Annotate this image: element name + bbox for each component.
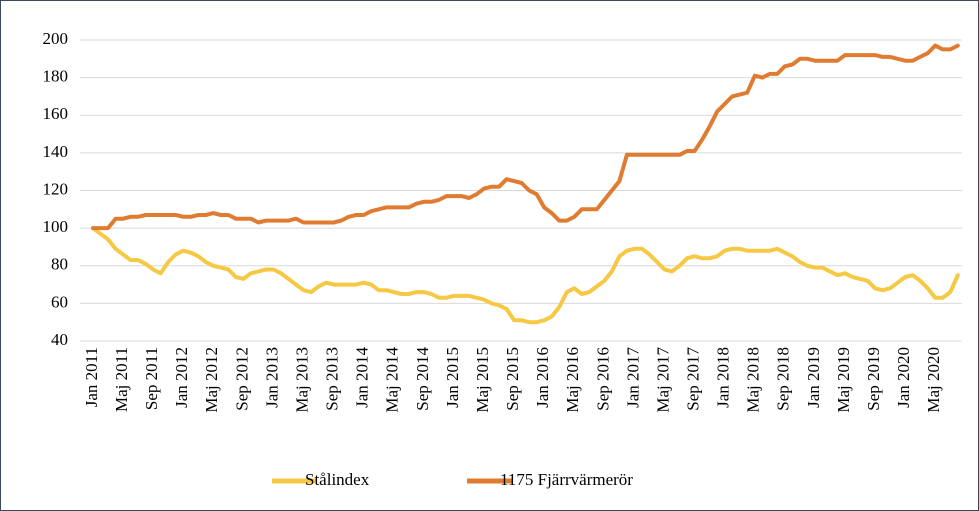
x-tick-label: Jan 2017 — [623, 347, 642, 408]
x-tick-label: Sep 2019 — [864, 347, 883, 411]
x-tick-label: Sep 2013 — [323, 347, 342, 411]
x-tick-label: Jan 2019 — [804, 347, 823, 408]
series-line — [91, 43, 960, 231]
x-tick-label: Sep 2014 — [413, 347, 432, 411]
x-tick-label: Jan 2018 — [714, 347, 733, 408]
x-tick-label: Maj 2014 — [383, 347, 402, 413]
x-tick-label: Maj 2013 — [292, 347, 311, 413]
x-tick-label: Sep 2012 — [232, 347, 251, 411]
x-tick-label: Maj 2011 — [112, 347, 131, 412]
y-tick-label: 40 — [51, 330, 68, 349]
y-tick-label: 140 — [43, 142, 69, 161]
y-tick-label: 80 — [51, 255, 68, 274]
series-line — [91, 226, 960, 325]
x-tick-label: Jan 2016 — [533, 347, 552, 408]
x-tick-label: Jan 2012 — [172, 347, 191, 408]
x-tick-label: Jan 2020 — [894, 347, 913, 408]
x-tick-label: Jan 2013 — [262, 347, 281, 408]
x-tick-label: Sep 2018 — [774, 347, 793, 411]
x-tick-label: Maj 2019 — [834, 347, 853, 413]
x-tick-label: Maj 2016 — [563, 347, 582, 413]
x-tick-label: Jan 2011 — [82, 347, 101, 407]
x-tick-label: Jan 2014 — [353, 347, 372, 408]
y-tick-label: 200 — [43, 29, 69, 48]
y-tick-label: 160 — [43, 104, 69, 123]
legend-label: 1175 Fjärrvärmerör — [500, 470, 633, 489]
x-tick-label: Maj 2020 — [924, 347, 943, 413]
x-tick-label: Jan 2015 — [443, 347, 462, 408]
x-tick-label: Maj 2018 — [744, 347, 763, 413]
x-tick-label: Sep 2015 — [503, 347, 522, 411]
x-tick-label: Sep 2016 — [593, 347, 612, 411]
x-tick-label: Maj 2012 — [202, 347, 221, 413]
y-tick-label: 100 — [43, 217, 69, 236]
x-tick-label: Maj 2015 — [473, 347, 492, 413]
y-tick-label: 120 — [43, 179, 69, 198]
y-tick-label: 180 — [43, 67, 69, 86]
x-tick-label: Sep 2011 — [142, 347, 161, 410]
x-tick-label: Sep 2017 — [684, 347, 703, 411]
y-tick-label: 60 — [51, 292, 68, 311]
legend-label: Stålindex — [305, 470, 370, 489]
x-tick-label: Maj 2017 — [653, 347, 672, 413]
